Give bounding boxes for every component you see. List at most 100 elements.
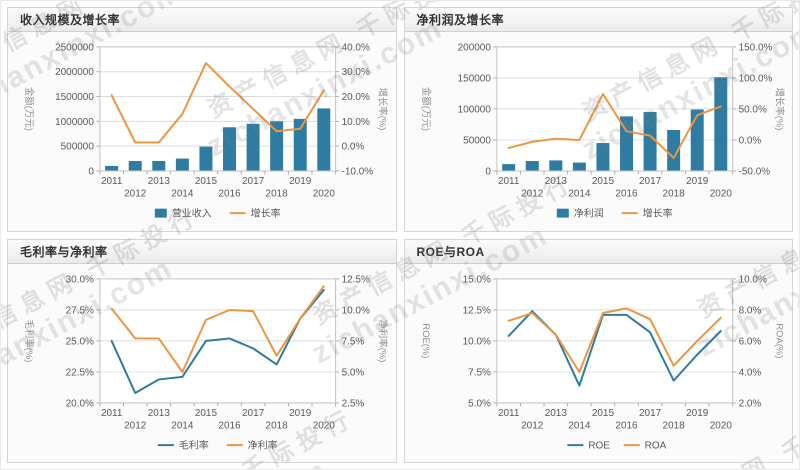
panel-header: ROE与ROA — [404, 239, 792, 264]
right-axis-title: 净利率(%) — [377, 319, 389, 362]
left-axis-title: ROE(%) — [419, 323, 430, 358]
svg-text:20.0%: 20.0% — [66, 398, 94, 409]
legend-item: 毛利率 — [157, 438, 209, 451]
svg-text:2013: 2013 — [544, 176, 567, 187]
roe-roa-panel: ROE与ROA 5.0% 2.0% 7.5% 4.0% 10.0% 6.0% 12.5% 8.… — [403, 238, 793, 463]
svg-text:0.0%: 0.0% — [342, 142, 365, 153]
margin-panel: 毛利率与净利率 20.0% 2.5% 22.5% 5.0% 25.0% 7.5% 27.5%… — [7, 238, 397, 463]
svg-text:-10.0%: -10.0% — [342, 166, 374, 177]
svg-text:2018: 2018 — [662, 189, 685, 200]
svg-text:25.0%: 25.0% — [66, 336, 94, 347]
left-axis-title: 毛利率(%) — [23, 319, 35, 362]
svg-text:2011: 2011 — [497, 407, 519, 418]
svg-text:2018: 2018 — [266, 420, 289, 431]
legend-item: 净利率 — [226, 438, 278, 451]
left-axis-title: 金额(万元) — [23, 87, 35, 131]
revenue-growth-chart: 0 -10.0% 500000 0.0% 1000000 10.0% 1500000 20.0… — [23, 42, 389, 220]
svg-text:2014: 2014 — [171, 189, 194, 200]
svg-text:7.5%: 7.5% — [342, 336, 365, 347]
svg-text:2000000: 2000000 — [55, 67, 94, 78]
svg-text:2018: 2018 — [662, 420, 685, 431]
svg-text:50000: 50000 — [463, 135, 491, 146]
svg-text:20.0%: 20.0% — [342, 92, 370, 103]
panel-title: 收入规模及增长率 — [20, 13, 121, 27]
svg-text:ROA: ROA — [644, 440, 666, 451]
svg-text:2020: 2020 — [313, 420, 336, 431]
svg-text:40.0%: 40.0% — [342, 42, 370, 53]
svg-text:10.0%: 10.0% — [342, 117, 370, 128]
svg-text:12.5%: 12.5% — [342, 274, 370, 285]
svg-text:2017: 2017 — [638, 176, 661, 187]
svg-text:5.0%: 5.0% — [468, 398, 491, 409]
svg-text:2015: 2015 — [195, 176, 218, 187]
panel-header: 收入规模及增长率 — [8, 8, 396, 32]
revenue-growth-panel: 收入规模及增长率 0 -10.0% 500000 0.0% 1000000 10.0% 15… — [7, 7, 397, 232]
svg-text:150000: 150000 — [457, 73, 491, 84]
left-axis-title: 金额(万元) — [419, 87, 431, 131]
svg-text:2500000: 2500000 — [55, 42, 94, 53]
svg-text:增长率: 增长率 — [642, 207, 672, 220]
svg-text:150.0%: 150.0% — [738, 42, 772, 53]
net-profit-growth-panel: 净利润及增长率 0 -50.0% 50000 0.0% 100000 50.0% 15000… — [403, 7, 793, 232]
legend-item: 净利润 — [556, 207, 603, 220]
svg-text:12.5%: 12.5% — [462, 305, 490, 316]
svg-text:2017: 2017 — [638, 407, 661, 418]
svg-text:1500000: 1500000 — [55, 92, 94, 103]
svg-text:7.5%: 7.5% — [468, 367, 491, 378]
svg-text:净利率: 净利率 — [248, 438, 278, 451]
svg-text:ROE: ROE — [588, 440, 610, 451]
svg-text:2019: 2019 — [289, 176, 312, 187]
svg-text:2011: 2011 — [101, 176, 123, 187]
panel-title: 毛利率与净利率 — [20, 244, 108, 259]
svg-text:2017: 2017 — [242, 407, 265, 418]
svg-text:2016: 2016 — [615, 189, 638, 200]
svg-text:毛利率: 毛利率 — [179, 438, 209, 451]
svg-text:22.5%: 22.5% — [66, 367, 94, 378]
svg-text:2013: 2013 — [148, 407, 171, 418]
right-axis-title: 增长率(%) — [773, 87, 785, 130]
svg-text:2017: 2017 — [242, 176, 265, 187]
svg-text:10.0%: 10.0% — [738, 274, 766, 285]
svg-text:10.0%: 10.0% — [462, 336, 490, 347]
legend-item: ROE — [566, 440, 610, 451]
svg-text:2.5%: 2.5% — [342, 398, 365, 409]
margin-chart: 20.0% 2.5% 22.5% 5.0% 25.0% 7.5% 27.5% 10.0% 30.… — [23, 274, 389, 451]
svg-text:6.0%: 6.0% — [738, 336, 761, 347]
svg-text:2019: 2019 — [686, 176, 709, 187]
svg-text:500000: 500000 — [61, 142, 95, 153]
svg-text:200000: 200000 — [457, 42, 491, 53]
svg-text:2020: 2020 — [709, 189, 732, 200]
svg-text:2012: 2012 — [521, 189, 544, 200]
svg-text:30.0%: 30.0% — [66, 274, 94, 285]
svg-text:2013: 2013 — [148, 176, 171, 187]
svg-text:2015: 2015 — [591, 407, 614, 418]
svg-text:增长率: 增长率 — [251, 207, 281, 220]
svg-text:2012: 2012 — [124, 420, 147, 431]
svg-text:2014: 2014 — [568, 189, 591, 200]
legend-item: ROA — [623, 440, 666, 451]
svg-text:50.0%: 50.0% — [738, 104, 766, 115]
svg-text:2012: 2012 — [124, 189, 147, 200]
svg-text:8.0%: 8.0% — [738, 305, 761, 316]
svg-text:-50.0%: -50.0% — [738, 166, 770, 177]
svg-text:4.0%: 4.0% — [738, 367, 761, 378]
svg-text:2013: 2013 — [544, 407, 567, 418]
svg-text:2019: 2019 — [686, 407, 709, 418]
svg-text:1000000: 1000000 — [55, 117, 94, 128]
legend-item: 营业收入 — [154, 207, 212, 220]
svg-text:营业收入: 营业收入 — [172, 207, 212, 220]
right-axis-title: 增长率(%) — [377, 87, 389, 130]
svg-text:2020: 2020 — [709, 420, 732, 431]
svg-text:100000: 100000 — [457, 104, 491, 115]
svg-text:0: 0 — [88, 166, 94, 177]
svg-text:2019: 2019 — [289, 407, 312, 418]
legend-item: 增长率 — [229, 207, 281, 220]
net-profit-growth-chart: 0 -50.0% 50000 0.0% 100000 50.0% 150000 100.0% 2… — [419, 42, 785, 220]
svg-text:10.0%: 10.0% — [342, 305, 370, 316]
svg-text:2014: 2014 — [568, 420, 591, 431]
svg-text:5.0%: 5.0% — [342, 367, 365, 378]
svg-text:27.5%: 27.5% — [66, 305, 94, 316]
svg-text:2020: 2020 — [313, 189, 336, 200]
roe-roa-chart: 5.0% 2.0% 7.5% 4.0% 10.0% 6.0% 12.5% 8.0% 15.0% 1… — [419, 274, 784, 451]
